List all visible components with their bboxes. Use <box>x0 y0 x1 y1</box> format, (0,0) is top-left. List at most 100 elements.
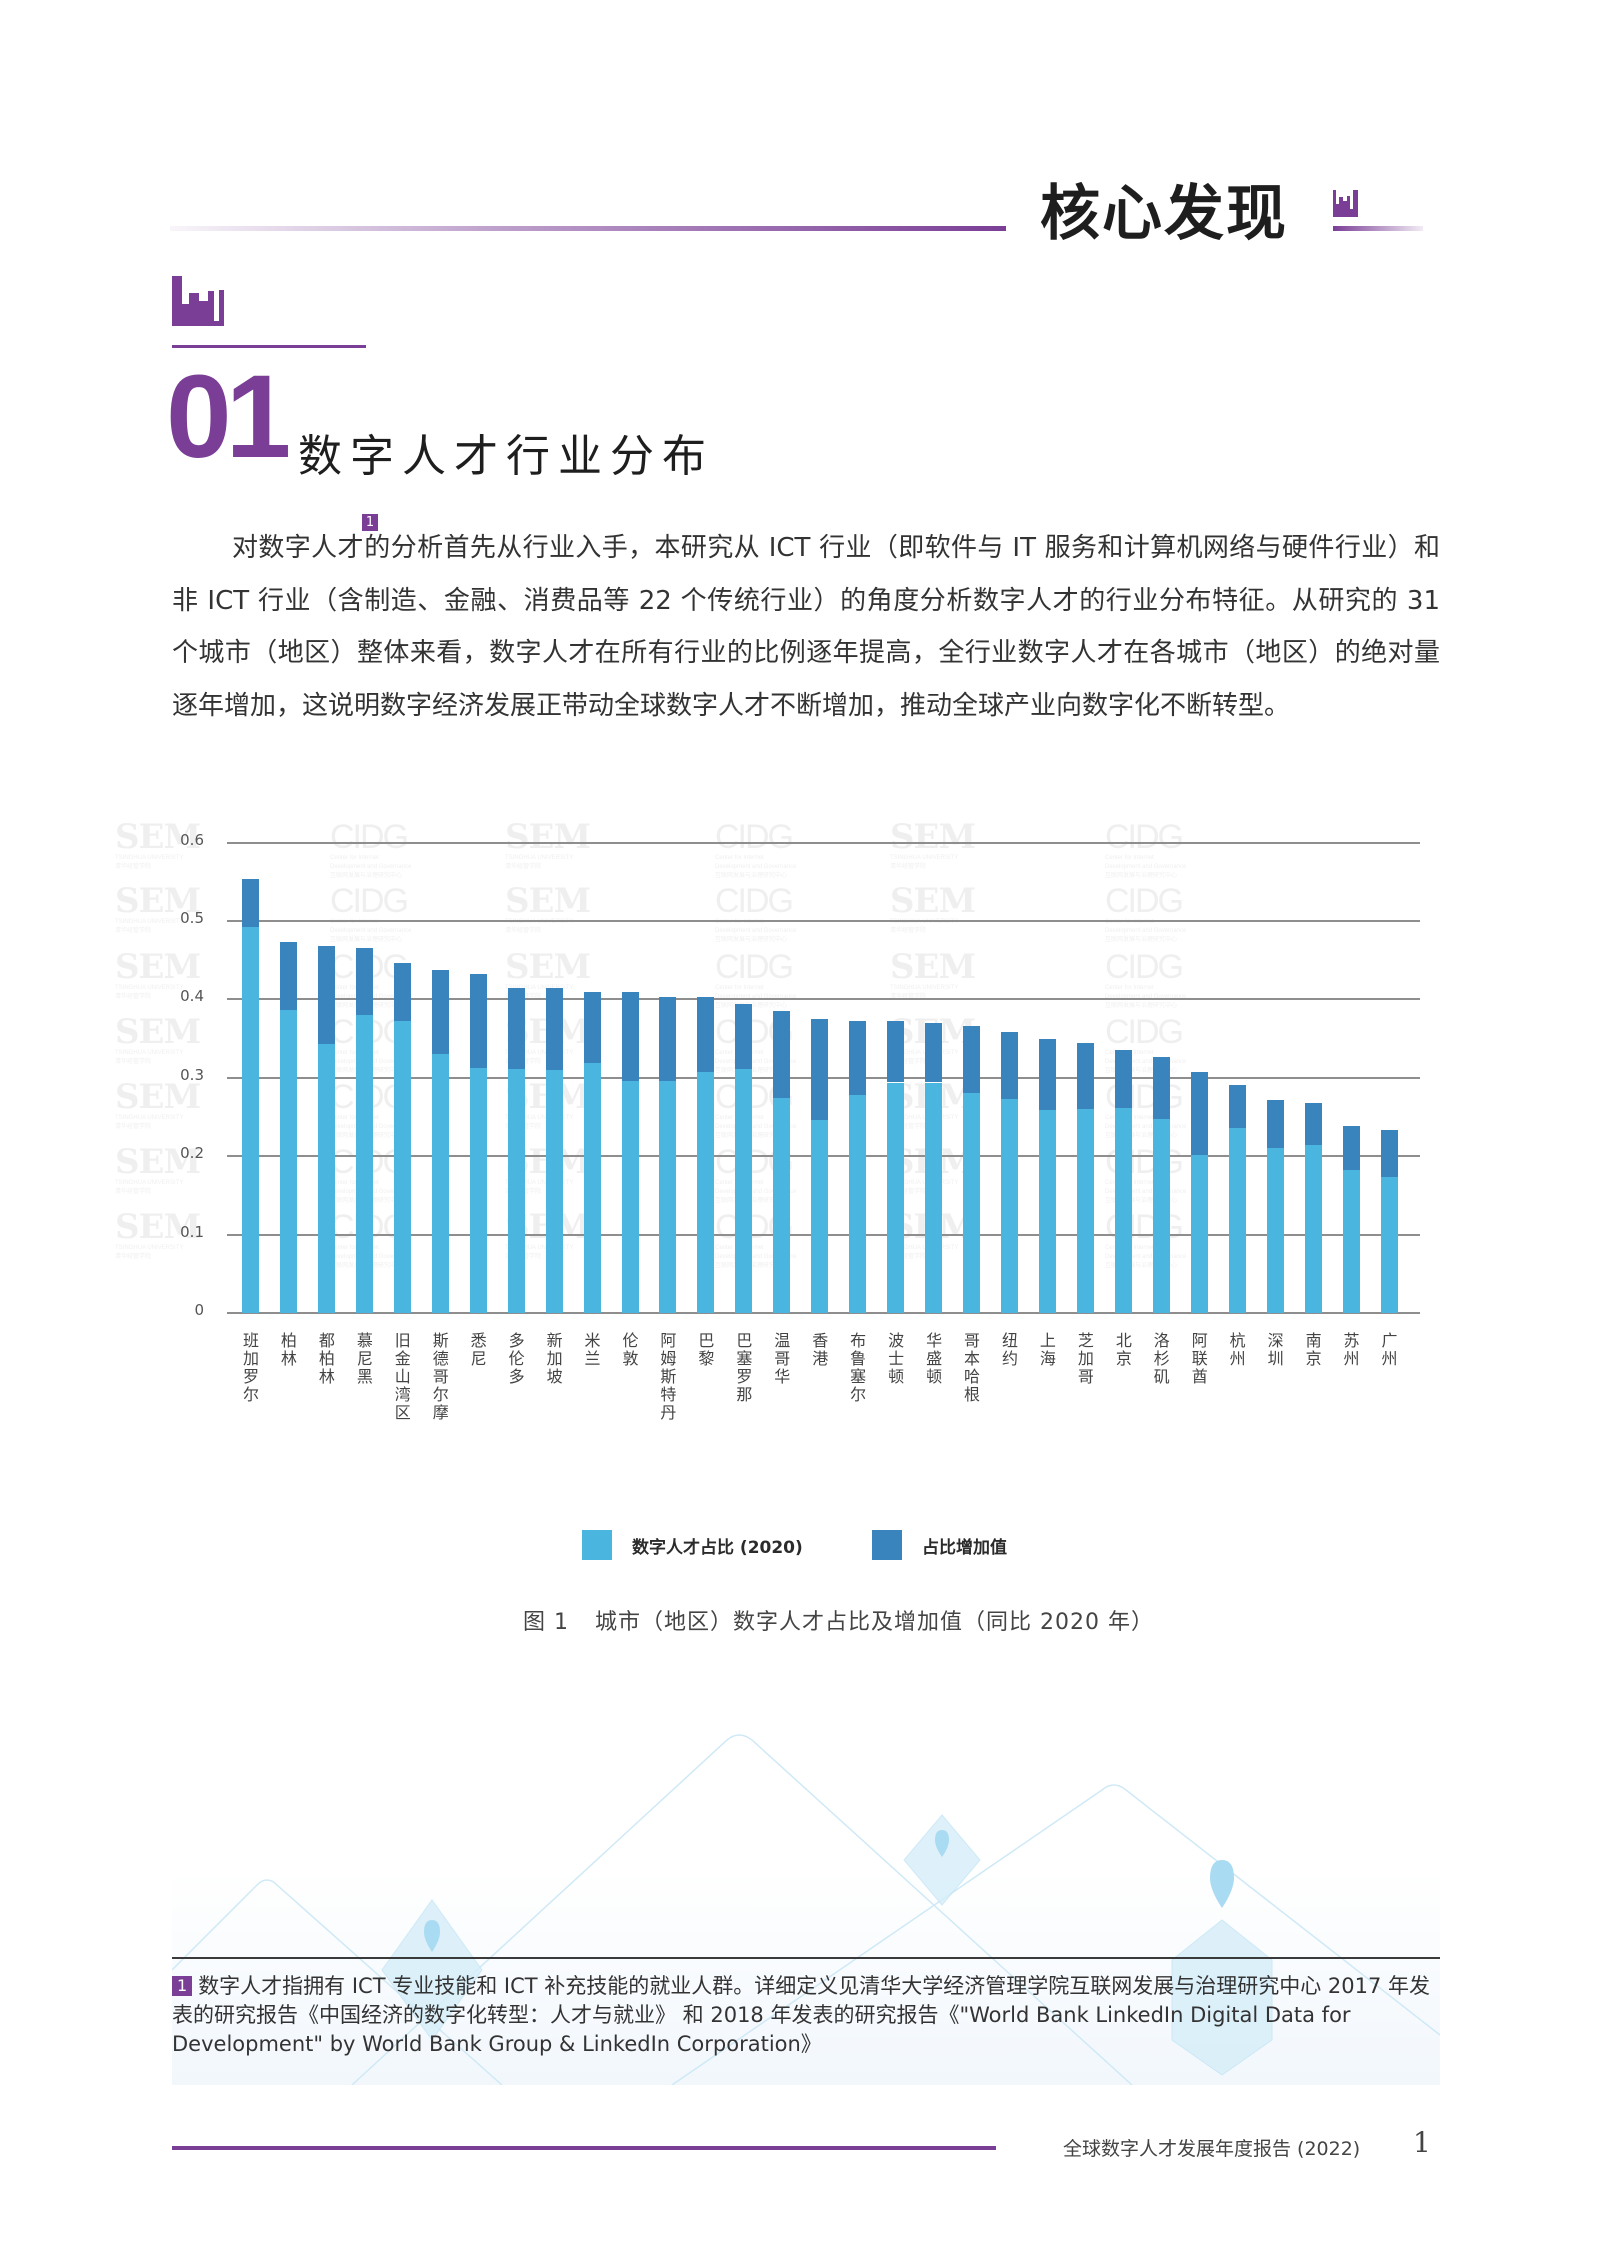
bar-segment-base <box>887 1082 905 1313</box>
bar-segment-base <box>1076 1109 1094 1313</box>
bar-segment-increase <box>697 997 715 1073</box>
bar-22 <box>1076 1043 1094 1313</box>
section-title: 数字人才行业分布 <box>298 431 714 482</box>
bar-segment-increase <box>1380 1129 1398 1178</box>
figure-caption-text: 城市（地区）数字人才占比及增加值（同比 2020 年） <box>595 1610 1154 1635</box>
bar-10 <box>621 991 639 1313</box>
bar-segment-increase <box>1304 1102 1322 1146</box>
bar-14 <box>773 1011 791 1313</box>
bar-segment-base <box>507 1069 525 1313</box>
bar-segment-increase <box>317 946 335 1045</box>
bar-segment-increase <box>1266 1099 1284 1149</box>
x-axis-label: 阿姆斯特丹 <box>660 1331 677 1422</box>
bar-segment-base <box>1114 1108 1132 1313</box>
bar-21 <box>1038 1038 1056 1313</box>
bar-segment-increase <box>621 991 639 1081</box>
footnote-rule <box>172 1957 1440 1959</box>
x-axis-label: 新加坡 <box>546 1331 563 1386</box>
bar-28 <box>1304 1102 1322 1313</box>
header-rule-fade <box>1333 226 1423 231</box>
body-paragraph: 对数字人才 1 的分析首先从行业入手，本研究从 ICT 行业（即软件与 IT 服务和… <box>172 514 1440 732</box>
bar-segment-increase <box>507 987 525 1070</box>
bar-segment-increase <box>1228 1084 1246 1128</box>
figure-caption: 图 1 城市（地区）数字人才占比及增加值（同比 2020 年） <box>523 1604 1154 1636</box>
bar-segment-base <box>1152 1118 1170 1313</box>
bar-segment-increase <box>242 878 259 928</box>
bar-9 <box>583 991 601 1313</box>
bar-segment-increase <box>773 1011 791 1099</box>
bar-segment-base <box>583 1062 601 1313</box>
bar-segment-base <box>811 1120 829 1313</box>
bar-25 <box>1190 1072 1208 1313</box>
building-bars-icon <box>172 276 224 326</box>
building-bars-icon <box>1333 190 1358 217</box>
legend-swatch-increase <box>872 1530 902 1560</box>
bar-20 <box>1001 1031 1018 1313</box>
bar-segment-increase <box>1076 1043 1094 1110</box>
bar-segment-base <box>659 1080 677 1313</box>
legend-label-base: 数字人才占比 (2020) <box>632 1537 803 1558</box>
bar-segment-base <box>431 1054 449 1313</box>
x-axis-label: 深圳 <box>1267 1331 1284 1368</box>
y-axis-tick-label: 0.3 <box>180 1065 204 1084</box>
y-axis-tick-label: 0.1 <box>180 1222 204 1241</box>
bar-segment-base <box>1266 1148 1284 1313</box>
bar-segment-base <box>963 1092 981 1313</box>
bar-segment-increase <box>431 970 449 1055</box>
bar-segment-increase <box>469 973 487 1069</box>
bar-segment-base <box>1342 1170 1360 1313</box>
x-axis-label: 哥本哈根 <box>964 1331 981 1404</box>
bar-segment-base <box>545 1069 563 1313</box>
x-axis-label: 悉尼 <box>470 1331 487 1368</box>
bar-segment-increase <box>545 987 563 1070</box>
bar-segment-increase <box>1001 1031 1018 1099</box>
page-header-title: 核心发现 <box>1040 179 1288 249</box>
bar-segment-base <box>735 1069 753 1313</box>
bar-segment-increase <box>1152 1057 1170 1119</box>
bar-segment-base <box>1380 1177 1398 1313</box>
footer-rule <box>172 2146 996 2150</box>
x-axis-label: 南京 <box>1305 1331 1322 1368</box>
y-axis-tick-label: 0.6 <box>180 830 204 849</box>
x-axis-label: 广州 <box>1381 1331 1398 1368</box>
x-axis-label: 柏林 <box>280 1331 297 1368</box>
header-rule <box>170 226 1006 231</box>
bar-19 <box>963 1026 981 1313</box>
bar-segment-increase <box>279 942 297 1011</box>
x-axis-label: 上海 <box>1039 1331 1056 1368</box>
page-number: 1 <box>1413 2126 1431 2159</box>
bar-segment-base <box>773 1098 791 1313</box>
bar-segment-base <box>849 1095 867 1313</box>
section-number: 01 <box>166 351 291 483</box>
x-axis-label: 巴塞罗那 <box>736 1331 753 1404</box>
bar-segment-increase <box>355 948 373 1016</box>
x-axis-label: 纽约 <box>1001 1331 1018 1368</box>
x-axis-label: 苏州 <box>1343 1331 1360 1368</box>
footnote-ref-badge[interactable]: 1 <box>361 514 379 531</box>
x-axis-label: 香港 <box>812 1331 829 1368</box>
bar-6 <box>469 973 487 1313</box>
y-axis-tick-label: 0 <box>194 1301 204 1319</box>
bar-segment-base <box>925 1082 943 1313</box>
legend-label-increase: 占比增加值 <box>922 1537 1007 1558</box>
x-axis-label: 洛杉矶 <box>1153 1331 1170 1386</box>
bar-segment-increase <box>1114 1049 1132 1109</box>
bar-segment-increase <box>735 1004 753 1070</box>
bar-3 <box>355 948 373 1313</box>
bar-11 <box>659 997 677 1313</box>
paragraph-text-rest: 的分析首先从行业入手，本研究从 ICT 行业（即软件与 IT 服务和计算机网络与… <box>172 533 1440 721</box>
x-axis-label: 芝加哥 <box>1077 1331 1094 1386</box>
bar-segment-increase <box>1190 1072 1208 1155</box>
bar-segment-base <box>355 1015 373 1313</box>
gridline <box>227 998 1420 1001</box>
bar-26 <box>1228 1084 1246 1313</box>
x-axis-label: 阿联酋 <box>1191 1331 1208 1386</box>
bar-segment-base <box>1001 1098 1018 1313</box>
